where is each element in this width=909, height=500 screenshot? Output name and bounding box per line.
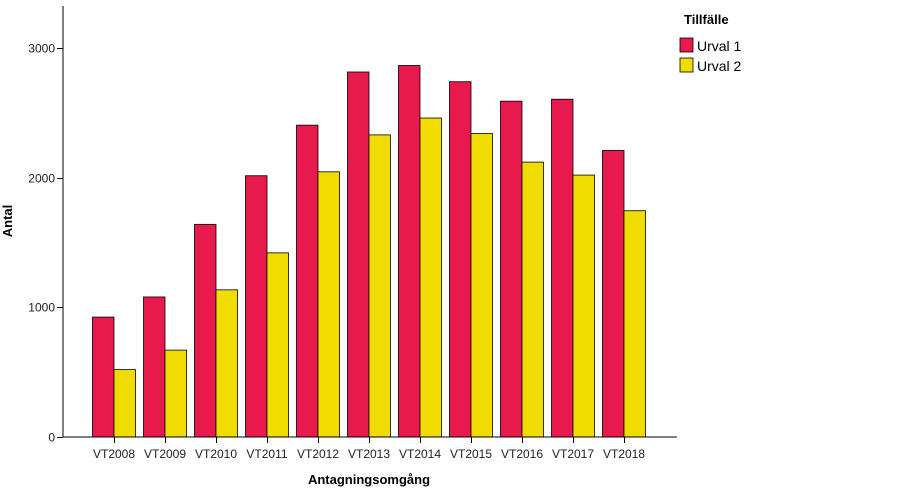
- y-tick-label: 3000: [28, 42, 55, 56]
- bar-urval-1-vt2010: [194, 223, 217, 438]
- bar-urval-1-vt2017: [551, 98, 574, 438]
- bar-urval-1-vt2009: [143, 296, 166, 438]
- bar-urval-2-vt2016: [521, 161, 544, 438]
- bar-urval-1-vt2014: [398, 65, 421, 438]
- legend-swatch-urval-2: [679, 57, 694, 73]
- y-tick-label: 2000: [28, 172, 55, 186]
- legend-label: Urval 1: [697, 38, 742, 54]
- x-tick-label: VT2011: [246, 447, 287, 461]
- bar-urval-1-vt2013: [347, 71, 370, 438]
- bar-urval-1-vt2012: [296, 124, 319, 438]
- x-tick-label: VT2018: [603, 447, 645, 461]
- x-tick-label: VT2009: [144, 447, 186, 461]
- bar-urval-2-vt2011: [266, 252, 289, 438]
- legend: Tillfälle Urval 1 Urval 2: [679, 12, 742, 74]
- bar-urval-2-vt2008: [113, 369, 136, 438]
- x-tick-label: VT2008: [93, 447, 135, 461]
- y-tick-label: 0: [48, 431, 55, 445]
- x-tick-label: VT2015: [450, 447, 492, 461]
- x-tick-label: VT2012: [297, 447, 339, 461]
- legend-label: Urval 2: [697, 58, 742, 74]
- x-axis: VT2008 VT2009 VT2010 VT2011 VT2012 VT2013 VT20…: [63, 436, 677, 461]
- plot-area: [92, 65, 646, 438]
- bar-urval-1-vt2008: [92, 316, 115, 438]
- bar-urval-1-vt2015: [449, 81, 472, 438]
- legend-swatch-urval-1: [679, 37, 694, 53]
- bar-urval-2-vt2015: [470, 133, 493, 438]
- legend-title: Tillfälle: [684, 12, 729, 27]
- bar-urval-2-vt2013: [368, 134, 391, 438]
- bar-urval-2-vt2009: [164, 349, 187, 438]
- x-axis-title: Antagningsomgång: [308, 472, 430, 487]
- y-axis: 0 1000 2000 3000: [28, 6, 64, 445]
- bar-urval-2-vt2010: [215, 289, 238, 438]
- x-tick-label: VT2016: [501, 447, 543, 461]
- bar-urval-1-vt2011: [245, 175, 268, 438]
- x-tick-label: VT2010: [195, 447, 237, 461]
- y-tick-label: 1000: [28, 301, 55, 315]
- bar-urval-2-vt2014: [419, 117, 442, 438]
- x-tick-label: VT2014: [399, 447, 441, 461]
- bar-urval-2-vt2012: [317, 171, 340, 438]
- x-tick-label: VT2017: [552, 447, 594, 461]
- bar-urval-2-vt2017: [572, 174, 595, 438]
- bar-urval-1-vt2016: [500, 100, 523, 438]
- x-tick-label: VT2013: [348, 447, 390, 461]
- y-axis-title: Antal: [0, 205, 15, 238]
- bar-urval-2-vt2018: [623, 210, 646, 438]
- bar-urval-1-vt2018: [602, 150, 625, 438]
